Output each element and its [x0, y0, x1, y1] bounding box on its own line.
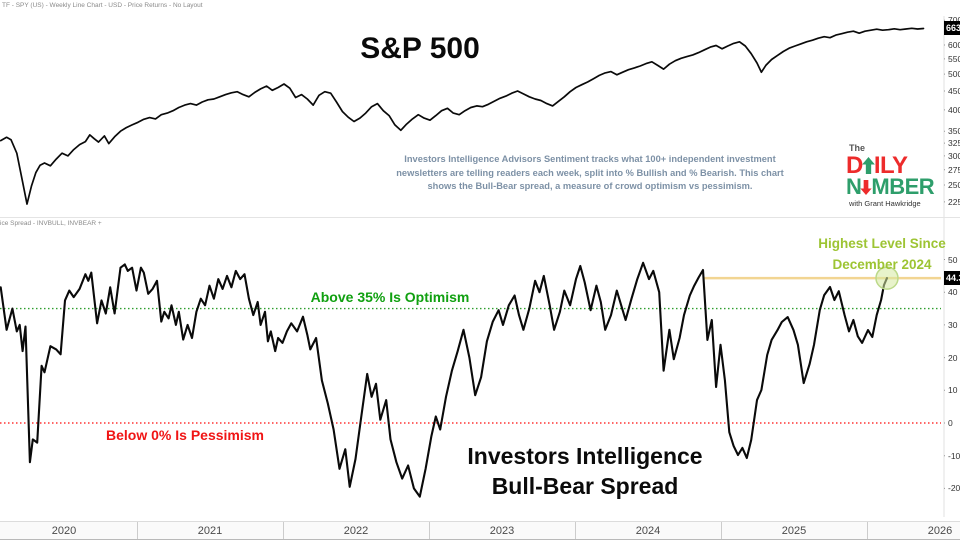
panel-divider	[0, 217, 960, 218]
y-axis-label: 225	[948, 196, 960, 207]
spread-title-line1: Investors Intelligence	[467, 443, 703, 469]
x-axis-year-label: 2021	[197, 525, 223, 537]
logo-daily-text: D	[846, 152, 863, 179]
y-axis-label: 600	[948, 39, 960, 50]
x-axis-strip[interactable]: 2020 2021 2022 2023 2024 2025 2026	[0, 521, 960, 540]
y-axis-label: 50	[948, 254, 958, 265]
x-axis-separator	[575, 522, 576, 539]
spread-panel-header: ice Spread - INVBULL, INVBEAR +	[0, 220, 102, 227]
y-axis-label: 450	[948, 86, 960, 96]
highest-level-line2: December 2024	[832, 257, 932, 272]
y-axis-label: 40	[948, 287, 958, 298]
highest-level-annotation: Highest Level Since December 2024	[807, 233, 957, 275]
description-line: shows the Bull-Bear spread, a measure of…	[427, 181, 753, 191]
x-axis-year-label: 2023	[489, 525, 515, 537]
down-arrow-icon	[860, 180, 873, 195]
y-axis-label: 700	[948, 15, 960, 25]
optimism-annotation: Above 35% Is Optimism	[310, 289, 470, 305]
spread-title-line2: Bull-Bear Spread	[491, 473, 679, 499]
x-axis-year-label: 2022	[343, 525, 369, 537]
sp500-last-price-badge: 663.6	[944, 21, 960, 35]
spread-title: Investors Intelligence Bull-Bear Spread	[425, 441, 745, 501]
logo-number-text: MBER	[871, 174, 935, 199]
y-axis-label: -20	[948, 483, 960, 494]
y-axis-label: 300	[948, 150, 960, 161]
x-axis-separator	[721, 522, 722, 539]
spread-last-value-badge: 44.3	[944, 271, 960, 285]
x-axis-separator	[867, 522, 868, 539]
description-line: newsletters are telling readers each wee…	[396, 167, 784, 178]
x-axis-separator	[283, 522, 284, 539]
logo-tagline: with Grant Hawkridge	[849, 199, 921, 208]
y-axis-label: -10	[948, 450, 960, 461]
latest-point-highlight	[875, 266, 899, 290]
daily-number-logo: The D ILY N MBER with Grant Hawkridge	[846, 144, 958, 208]
logo-number-text: N	[846, 174, 862, 199]
y-axis-label: 275	[948, 164, 960, 175]
x-axis-separator	[429, 522, 430, 539]
y-axis-label: 325	[948, 138, 960, 149]
logo-the: The	[849, 143, 866, 153]
up-arrow-icon	[861, 157, 875, 174]
y-axis-label: 10	[948, 385, 958, 396]
y-axis-label: 350	[948, 126, 960, 137]
x-axis-year-label: 2024	[635, 525, 661, 537]
y-axis-label: 20	[948, 352, 958, 363]
y-axis-label: 0	[948, 418, 953, 428]
y-axis-label: 250	[948, 180, 960, 191]
y-axis-label: 550	[948, 53, 960, 64]
sp500-line	[0, 27, 925, 205]
logo-daily: D ILY	[846, 154, 958, 178]
x-axis-year-label: 2026	[927, 525, 953, 537]
pessimism-annotation: Below 0% Is Pessimism	[106, 427, 264, 443]
window-title: TF - SPY (US) - Weekly Line Chart - USD …	[2, 2, 203, 9]
chart-description: Investors Intelligence Advisors Sentimen…	[390, 153, 790, 194]
highest-level-line1: Highest Level Since	[818, 236, 946, 251]
y-axis-label: 400	[948, 104, 960, 115]
x-axis-year-label: 2025	[781, 525, 807, 537]
x-axis-separator	[137, 522, 138, 539]
sp500-title: S&P 500	[360, 32, 480, 65]
description-line: Investors Intelligence Advisors Sentimen…	[404, 154, 776, 164]
x-axis-year-label: 2020	[51, 525, 77, 537]
logo-daily-text: ILY	[873, 152, 908, 179]
y-axis-label: 500	[948, 69, 960, 80]
y-axis-label: 30	[948, 319, 958, 330]
logo-number: N MBER	[846, 176, 958, 198]
spread-line	[0, 261, 889, 498]
